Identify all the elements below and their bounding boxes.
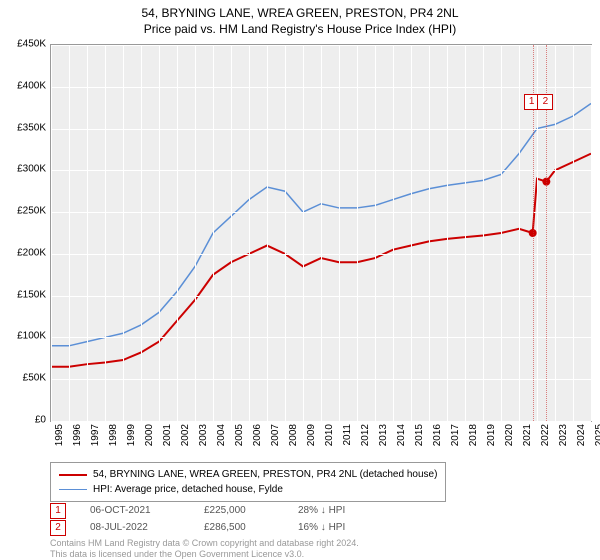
x-axis-label: 2015 (414, 424, 425, 446)
gridline-v (123, 45, 124, 421)
x-axis-label: 2010 (324, 424, 335, 446)
footer-attribution: Contains HM Land Registry data © Crown c… (50, 538, 359, 560)
sales-table: 1 06-OCT-2021 £225,000 28% ↓ HPI 2 08-JUL-202… (50, 502, 345, 536)
y-axis-label: £350K (4, 122, 46, 133)
y-axis-label: £250K (4, 206, 46, 217)
gridline-v (87, 45, 88, 421)
x-axis-label: 1995 (54, 424, 65, 446)
y-axis-label: £50K (4, 373, 46, 384)
x-axis-label: 2004 (216, 424, 227, 446)
gridline-v (177, 45, 178, 421)
x-axis-label: 2003 (198, 424, 209, 446)
sale-badge: 2 (50, 520, 66, 536)
x-axis-label: 2001 (162, 424, 173, 446)
x-axis-label: 2014 (396, 424, 407, 446)
sale-date: 08-JUL-2022 (90, 519, 180, 536)
gridline-v (267, 45, 268, 421)
legend-swatch (59, 474, 87, 476)
gridline-v (159, 45, 160, 421)
x-axis-label: 1999 (126, 424, 137, 446)
x-axis-label: 2002 (180, 424, 191, 446)
gridline-v (105, 45, 106, 421)
x-axis-label: 2016 (432, 424, 443, 446)
y-axis-label: £0 (4, 415, 46, 426)
gridline-v (465, 45, 466, 421)
sale-badge: 1 (50, 503, 66, 519)
sale-row: 1 06-OCT-2021 £225,000 28% ↓ HPI (50, 502, 345, 519)
gridline-v (141, 45, 142, 421)
y-axis-label: £400K (4, 80, 46, 91)
gridline-v (51, 45, 52, 421)
legend: 54, BRYNING LANE, WREA GREEN, PRESTON, P… (50, 462, 446, 502)
gridline-h (51, 421, 591, 422)
legend-swatch (59, 489, 87, 491)
gridline-v (69, 45, 70, 421)
sale-date: 06-OCT-2021 (90, 502, 180, 519)
x-axis-label: 2025 (594, 424, 600, 446)
x-axis-label: 2020 (504, 424, 515, 446)
gridline-v (591, 45, 592, 421)
gridline-v (447, 45, 448, 421)
gridline-v (411, 45, 412, 421)
gridline-v (357, 45, 358, 421)
x-axis-label: 2011 (342, 424, 353, 446)
x-axis-label: 1996 (72, 424, 83, 446)
y-axis-label: £450K (4, 39, 46, 50)
gridline-v (555, 45, 556, 421)
gridline-v (195, 45, 196, 421)
x-axis-label: 2006 (252, 424, 263, 446)
sale-price: £225,000 (204, 502, 274, 519)
gridline-v (213, 45, 214, 421)
x-axis-label: 2008 (288, 424, 299, 446)
gridline-v (375, 45, 376, 421)
gridline-v (393, 45, 394, 421)
sale-delta: 28% ↓ HPI (298, 502, 345, 519)
legend-label: HPI: Average price, detached house, Fyld… (93, 482, 283, 497)
x-axis-label: 2009 (306, 424, 317, 446)
y-axis-label: £150K (4, 289, 46, 300)
chart-subtitle: Price paid vs. HM Land Registry's House … (0, 22, 600, 40)
legend-label: 54, BRYNING LANE, WREA GREEN, PRESTON, P… (93, 467, 437, 482)
sale-row: 2 08-JUL-2022 £286,500 16% ↓ HPI (50, 519, 345, 536)
y-axis-label: £100K (4, 331, 46, 342)
gridline-v (339, 45, 340, 421)
gridline-v (483, 45, 484, 421)
x-axis-label: 2000 (144, 424, 155, 446)
legend-item: 54, BRYNING LANE, WREA GREEN, PRESTON, P… (59, 467, 437, 482)
sale-delta: 16% ↓ HPI (298, 519, 345, 536)
chart-plot-area (50, 44, 592, 422)
y-axis-label: £300K (4, 164, 46, 175)
gridline-v (321, 45, 322, 421)
gridline-v (285, 45, 286, 421)
gridline-v (501, 45, 502, 421)
x-axis-label: 2005 (234, 424, 245, 446)
x-axis-label: 2012 (360, 424, 371, 446)
x-axis-label: 2007 (270, 424, 281, 446)
x-axis-label: 2017 (450, 424, 461, 446)
legend-item: HPI: Average price, detached house, Fyld… (59, 482, 437, 497)
y-axis-label: £200K (4, 247, 46, 258)
footer-line1: Contains HM Land Registry data © Crown c… (50, 538, 359, 549)
marker-badge: 2 (537, 94, 553, 110)
gridline-v (429, 45, 430, 421)
gridline-v (303, 45, 304, 421)
sale-price: £286,500 (204, 519, 274, 536)
gridline-v (519, 45, 520, 421)
x-axis-label: 1997 (90, 424, 101, 446)
chart-title: 54, BRYNING LANE, WREA GREEN, PRESTON, P… (0, 0, 600, 22)
x-axis-label: 1998 (108, 424, 119, 446)
x-axis-label: 2021 (522, 424, 533, 446)
x-axis-label: 2024 (576, 424, 587, 446)
x-axis-label: 2019 (486, 424, 497, 446)
x-axis-label: 2022 (540, 424, 551, 446)
x-axis-label: 2013 (378, 424, 389, 446)
x-axis-label: 2018 (468, 424, 479, 446)
gridline-v (231, 45, 232, 421)
gridline-v (249, 45, 250, 421)
x-axis-label: 2023 (558, 424, 569, 446)
footer-line2: This data is licensed under the Open Gov… (50, 549, 359, 560)
gridline-v (573, 45, 574, 421)
